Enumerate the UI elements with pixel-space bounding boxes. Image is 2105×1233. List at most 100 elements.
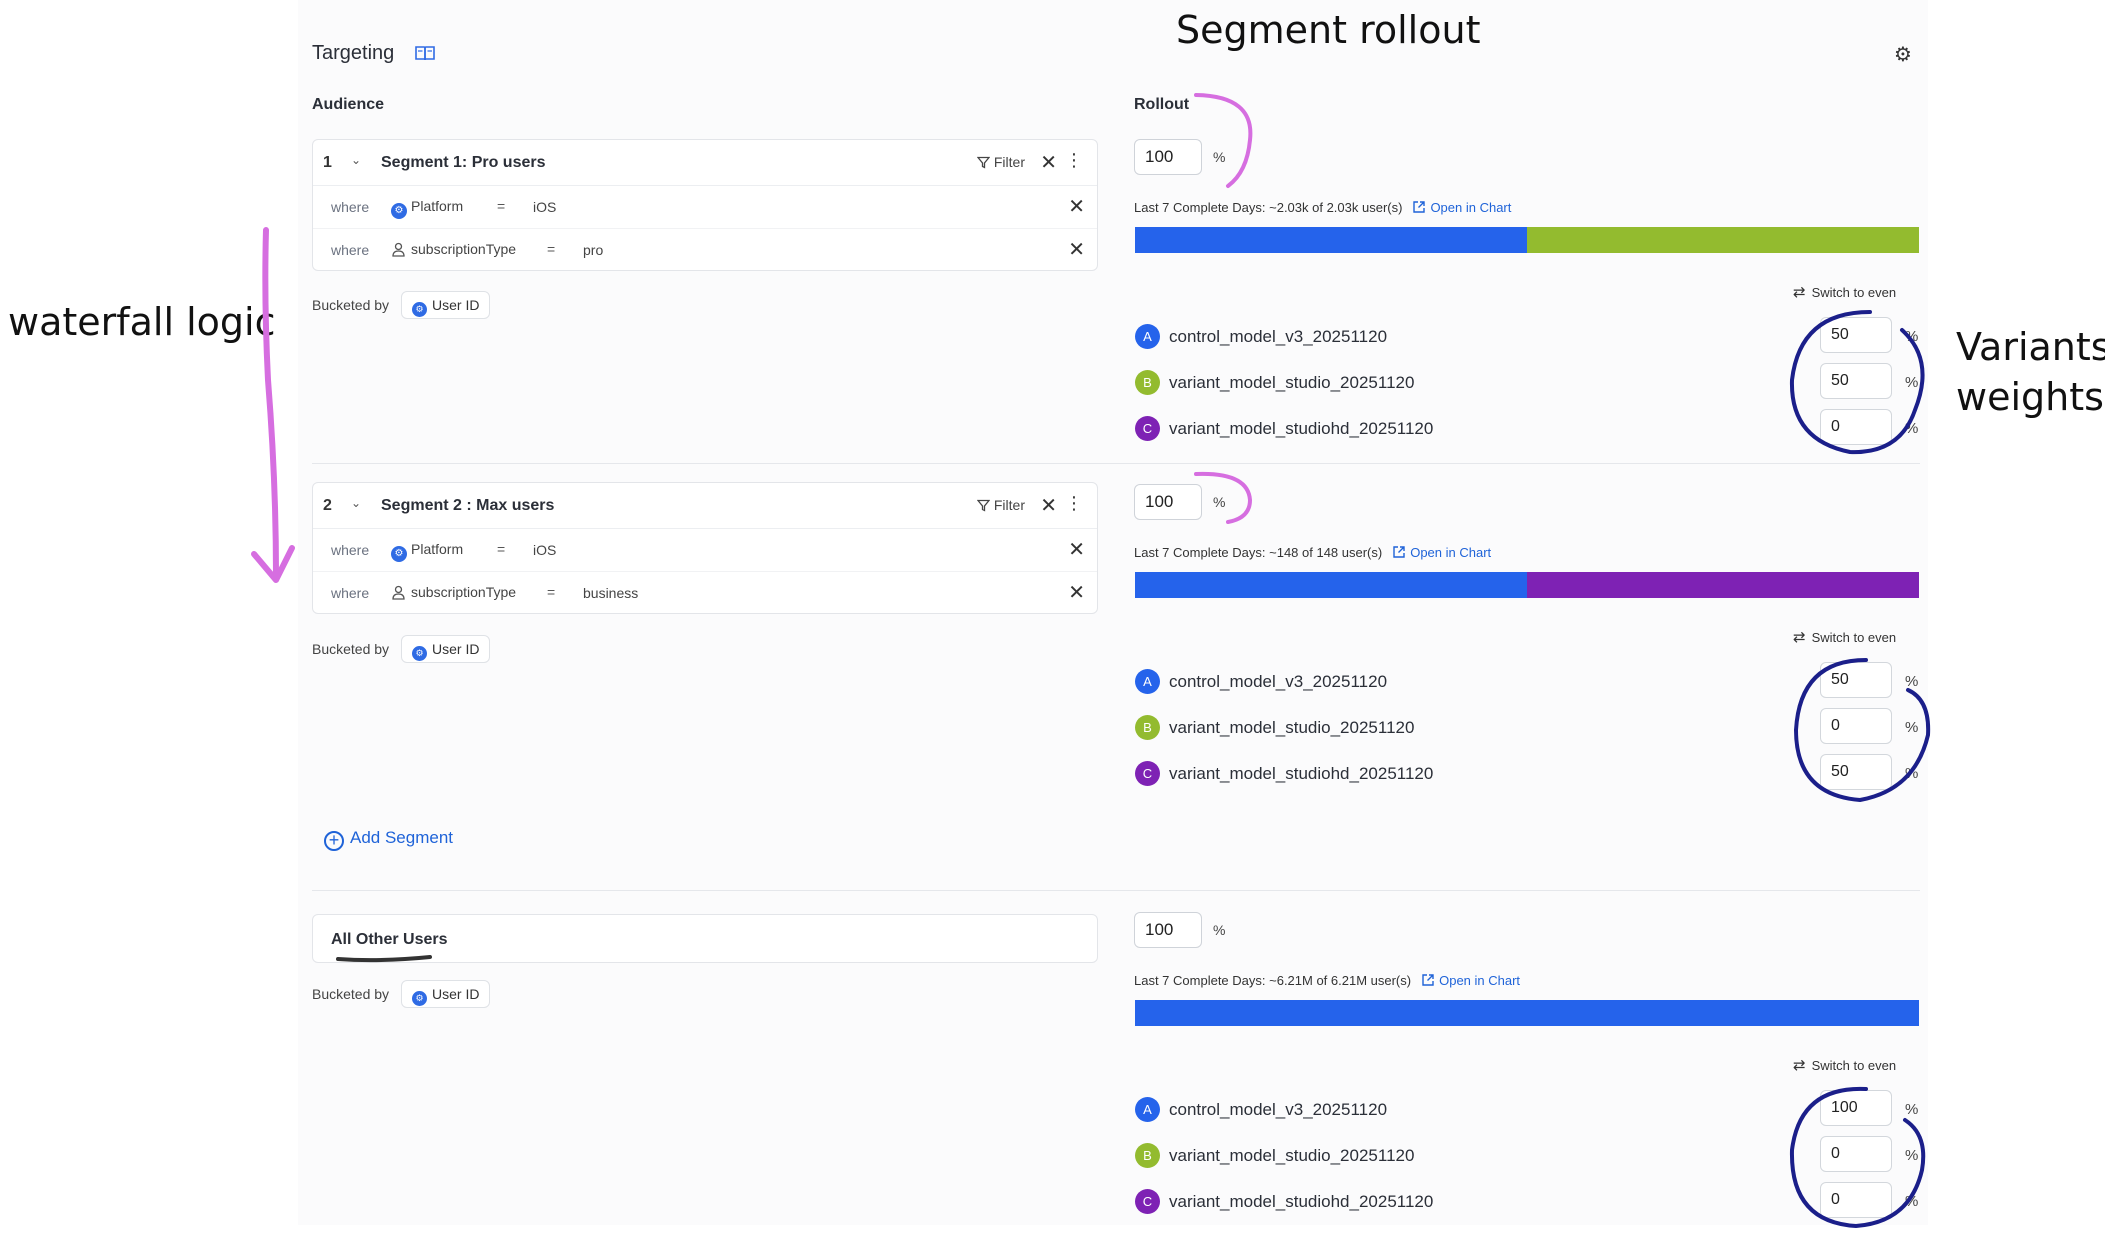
variant-badge: C bbox=[1135, 1189, 1160, 1214]
condition-row: where subscriptionType = pro ✕ bbox=[313, 228, 1097, 270]
more-options-icon[interactable]: ⋮ bbox=[1065, 150, 1083, 170]
rollout-input[interactable]: 100 bbox=[1134, 139, 1202, 175]
remove-segment-button[interactable]: ✕ bbox=[1040, 152, 1057, 174]
condition-value[interactable]: iOS bbox=[533, 542, 557, 558]
filter-label: Filter bbox=[993, 497, 1025, 513]
condition-value[interactable]: business bbox=[583, 585, 639, 601]
add-segment-button[interactable]: + Add Segment bbox=[324, 828, 453, 851]
swap-arrows-icon: ⇄ bbox=[1793, 1057, 1806, 1074]
property-selector[interactable]: ⚙ Platform bbox=[391, 198, 463, 219]
filter-button[interactable]: Filter bbox=[976, 497, 1025, 513]
plus-circle-icon: + bbox=[324, 831, 344, 851]
filter-button[interactable]: Filter bbox=[976, 154, 1025, 170]
percent-label: % bbox=[1905, 374, 1919, 391]
segment-name[interactable]: Segment 2 : Max users bbox=[381, 497, 555, 514]
weight-input[interactable]: 0 bbox=[1820, 409, 1892, 445]
where-label: where bbox=[331, 242, 370, 258]
gear-icon[interactable]: ⚙ bbox=[1894, 44, 1912, 66]
percent-label: % bbox=[1213, 149, 1226, 165]
property-selector[interactable]: subscriptionType bbox=[391, 241, 516, 257]
remove-condition-button[interactable]: ✕ bbox=[1068, 582, 1085, 604]
bucketed-by-label: Bucketed by bbox=[312, 986, 390, 1002]
switch-to-even-button[interactable]: ⇄ Switch to even bbox=[1793, 283, 1896, 301]
variant-row: C variant_model_studiohd_20251120 0 % bbox=[1135, 1182, 1925, 1218]
rollout-input[interactable]: 100 bbox=[1134, 912, 1202, 948]
weight-input[interactable]: 100 bbox=[1820, 1090, 1892, 1126]
more-options-icon[interactable]: ⋮ bbox=[1065, 493, 1083, 513]
segment-divider bbox=[312, 463, 1920, 464]
property-selector[interactable]: subscriptionType bbox=[391, 584, 516, 600]
stats-row: Last 7 Complete Days: ~148 of 148 user(s… bbox=[1134, 545, 1491, 560]
remove-condition-button[interactable]: ✕ bbox=[1068, 539, 1085, 561]
percent-label: % bbox=[1905, 673, 1919, 690]
waterfall-arrow-head bbox=[251, 545, 295, 583]
bucket-selector[interactable]: ⚙ User ID bbox=[401, 635, 491, 663]
weight-input[interactable]: 50 bbox=[1820, 662, 1892, 698]
variant-row: A control_model_v3_20251120 100 % bbox=[1135, 1090, 1925, 1126]
open-in-chart-link[interactable]: Open in Chart bbox=[1421, 973, 1520, 988]
segment-header: 1 ⌄ Segment 1: Pro users Filter ✕ ⋮ bbox=[313, 140, 1097, 186]
segment-number: 2 bbox=[323, 497, 332, 514]
external-link-icon bbox=[1393, 546, 1405, 558]
weight-input[interactable]: 0 bbox=[1820, 1136, 1892, 1172]
switch-to-even-button[interactable]: ⇄ Switch to even bbox=[1793, 1056, 1896, 1074]
user-id-icon: ⚙ bbox=[412, 646, 427, 661]
variant-name: variant_model_studiohd_20251120 bbox=[1169, 764, 1434, 783]
rollout-input[interactable]: 100 bbox=[1134, 484, 1202, 520]
weight-input[interactable]: 50 bbox=[1820, 363, 1892, 399]
chevron-down-icon[interactable]: ⌄ bbox=[351, 496, 362, 510]
property-name: Platform bbox=[411, 198, 464, 214]
variant-badge: B bbox=[1135, 1143, 1160, 1168]
open-in-chart-link[interactable]: Open in Chart bbox=[1392, 545, 1491, 560]
weight-input[interactable]: 0 bbox=[1820, 708, 1892, 744]
operator[interactable]: = bbox=[547, 584, 556, 600]
percent-label: % bbox=[1905, 420, 1919, 437]
person-icon bbox=[392, 585, 405, 600]
stats-text: Last 7 Complete Days: ~148 of 148 user(s… bbox=[1134, 545, 1383, 560]
external-link-icon bbox=[1422, 974, 1434, 986]
weight-input[interactable]: 50 bbox=[1820, 754, 1892, 790]
condition-row: where ⚙ Platform = iOS ✕ bbox=[313, 529, 1097, 571]
switch-to-even-label: Switch to even bbox=[1811, 630, 1897, 645]
segment-name[interactable]: Segment 1: Pro users bbox=[381, 154, 546, 171]
platform-icon: ⚙ bbox=[391, 203, 407, 219]
bucketed-by-label: Bucketed by bbox=[312, 641, 390, 657]
variant-name: control_model_v3_20251120 bbox=[1169, 1100, 1388, 1119]
percent-label: % bbox=[1905, 765, 1919, 782]
switch-to-even-button[interactable]: ⇄ Switch to even bbox=[1793, 628, 1896, 646]
remove-condition-button[interactable]: ✕ bbox=[1068, 196, 1085, 218]
variant-row: A control_model_v3_20251120 50 % bbox=[1135, 317, 1925, 353]
percent-label: % bbox=[1905, 1147, 1919, 1164]
property-selector[interactable]: ⚙ Platform bbox=[391, 541, 463, 562]
variant-row: B variant_model_studio_20251120 0 % bbox=[1135, 708, 1925, 744]
variant-name: variant_model_studiohd_20251120 bbox=[1169, 1192, 1434, 1211]
swap-arrows-icon: ⇄ bbox=[1793, 629, 1806, 646]
segment-header: 2 ⌄ Segment 2 : Max users Filter ✕ ⋮ bbox=[313, 483, 1097, 529]
open-in-chart-label: Open in Chart bbox=[1430, 200, 1512, 215]
bucket-selector[interactable]: ⚙ User ID bbox=[401, 980, 491, 1008]
bucket-selector[interactable]: ⚙ User ID bbox=[401, 291, 491, 319]
stats-row: Last 7 Complete Days: ~2.03k of 2.03k us… bbox=[1134, 200, 1511, 215]
weight-input[interactable]: 50 bbox=[1820, 317, 1892, 353]
audience-label: Audience bbox=[312, 96, 385, 113]
property-name: subscriptionType bbox=[411, 584, 517, 600]
weight-input[interactable]: 0 bbox=[1820, 1182, 1892, 1218]
waterfall-arrow-line bbox=[262, 227, 279, 578]
operator[interactable]: = bbox=[547, 241, 556, 257]
person-icon bbox=[392, 242, 405, 257]
variant-row: B variant_model_studio_20251120 0 % bbox=[1135, 1136, 1925, 1172]
remove-segment-button[interactable]: ✕ bbox=[1040, 495, 1057, 517]
chevron-down-icon[interactable]: ⌄ bbox=[351, 153, 362, 167]
bucket-value: User ID bbox=[432, 641, 480, 657]
allocation-bar-segment bbox=[1135, 572, 1527, 598]
variant-name: variant_model_studio_20251120 bbox=[1169, 1146, 1415, 1165]
condition-value[interactable]: pro bbox=[583, 242, 604, 258]
percent-label: % bbox=[1905, 328, 1919, 345]
operator[interactable]: = bbox=[497, 541, 506, 557]
open-in-chart-link[interactable]: Open in Chart bbox=[1412, 200, 1511, 215]
book-icon[interactable] bbox=[414, 44, 436, 62]
condition-value[interactable]: iOS bbox=[533, 199, 557, 215]
operator[interactable]: = bbox=[497, 198, 506, 214]
filter-icon bbox=[976, 499, 991, 512]
remove-condition-button[interactable]: ✕ bbox=[1068, 239, 1085, 261]
